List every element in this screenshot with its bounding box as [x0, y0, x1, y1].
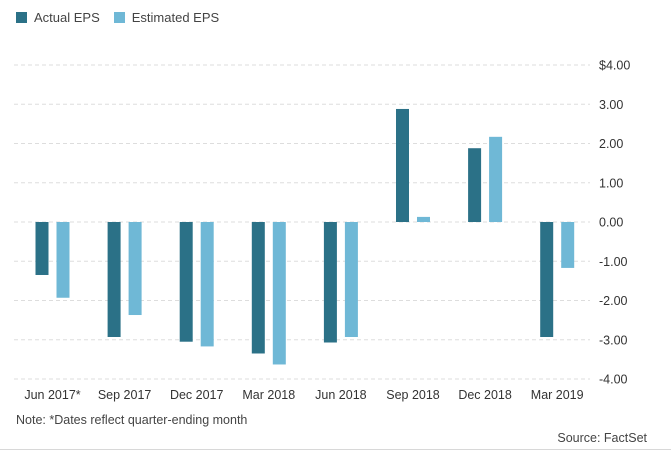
y-tick-label: -1.00 [599, 255, 628, 269]
y-tick-label: -4.00 [599, 373, 628, 387]
x-tick-label: Dec 2018 [458, 388, 512, 402]
x-tick-label: Sep 2018 [386, 388, 440, 402]
x-tick-label: Dec 2017 [170, 388, 224, 402]
y-tick-label: -3.00 [599, 333, 628, 347]
actual-eps-bar [540, 222, 554, 338]
legend-item-estimated: Estimated EPS [113, 10, 220, 25]
estimated-eps-bar [417, 216, 430, 222]
legend-label-estimated: Estimated EPS [131, 10, 220, 25]
legend-item-actual: Actual EPS [16, 10, 100, 25]
x-tick-label: Jun 2017* [24, 388, 80, 402]
actual-eps-bar [35, 222, 49, 275]
y-tick-label: 2.00 [599, 137, 623, 151]
y-tick-label: $4.00 [599, 59, 630, 73]
legend-label-actual: Actual EPS [34, 10, 100, 25]
estimated-eps-bar [272, 222, 286, 365]
estimated-eps-bar [56, 222, 70, 298]
actual-eps-bar [107, 222, 121, 338]
legend-swatch-estimated [113, 12, 125, 23]
actual-eps-bar [468, 148, 482, 222]
estimated-eps-bar [344, 222, 358, 338]
legend: Actual EPS Estimated EPS [16, 10, 219, 25]
chart-note: Note: *Dates reflect quarter-ending mont… [16, 413, 248, 427]
y-tick-label: 0.00 [599, 216, 623, 230]
x-tick-label: Sep 2017 [98, 388, 152, 402]
actual-eps-bar [396, 108, 409, 222]
x-tick-label: Mar 2019 [531, 388, 584, 402]
y-tick-label: 3.00 [599, 98, 623, 112]
actual-eps-bar [179, 222, 193, 342]
bottom-divider [0, 449, 671, 450]
legend-swatch-actual [16, 12, 27, 23]
x-tick-label: Mar 2018 [242, 388, 295, 402]
estimated-eps-bar [489, 136, 503, 222]
x-tick-label: Jun 2018 [315, 388, 366, 402]
estimated-eps-bar [561, 222, 575, 268]
estimated-eps-bar [200, 222, 214, 347]
estimated-eps-bar [128, 222, 142, 316]
actual-eps-bar [323, 222, 337, 343]
y-tick-label: -2.00 [599, 294, 628, 308]
chart-source: Source: FactSet [557, 431, 647, 445]
actual-eps-bar [251, 222, 265, 354]
y-tick-label: 1.00 [599, 176, 623, 190]
